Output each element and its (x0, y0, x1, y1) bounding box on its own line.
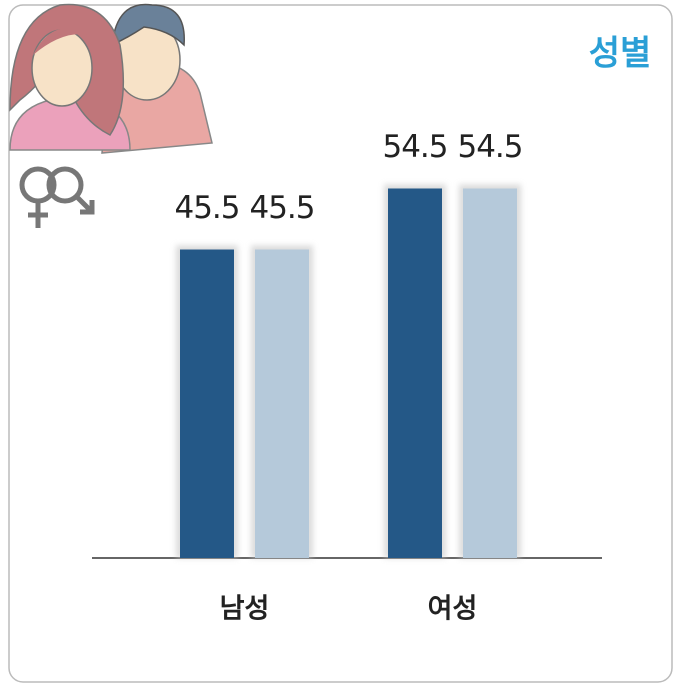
bar (388, 188, 442, 559)
chart-title: 성별 (589, 34, 652, 74)
x-tick-label: 여성 (428, 594, 478, 625)
people-illustration (9, 3, 213, 228)
value-label: 54.5 (382, 129, 447, 165)
x-tick-label: 남성 (220, 594, 270, 625)
value-label: 45.5 (249, 190, 314, 226)
bar (463, 188, 517, 559)
value-label: 45.5 (174, 190, 239, 226)
value-label: 54.5 (457, 129, 522, 165)
bar (180, 249, 234, 558)
bar (255, 249, 309, 558)
